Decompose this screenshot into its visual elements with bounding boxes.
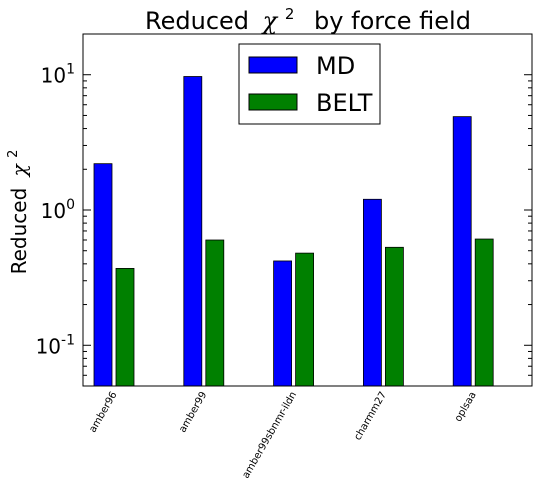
bar-md-charmm27 — [362, 198, 382, 387]
y-axis-label-text: Reduced — [7, 188, 31, 275]
legend-label-md: MD — [316, 52, 355, 80]
bar-belt-amber99sbnmr-ildn — [295, 252, 315, 387]
legend-label-belt: BELT — [316, 89, 373, 117]
bar-md-amber96 — [93, 163, 113, 387]
bar-md-oplsaa — [452, 116, 472, 387]
chart-title-chi-power: 2 — [285, 5, 295, 23]
bars-group — [93, 76, 494, 387]
y-tick-label: 100 — [41, 197, 75, 223]
y-axis-label: Reduced χ 2 — [6, 150, 31, 275]
bar-md-amber99 — [183, 76, 203, 387]
x-ticks-group: amber96 amber99 amber99sbnmr-ildn charmm27 o… — [87, 390, 478, 481]
legend-swatch-md — [248, 56, 298, 74]
chart-title-prefix: Reduced — [145, 7, 249, 35]
chart-title-chi-symbol: χ — [261, 7, 279, 35]
bar-belt-amber99 — [205, 239, 225, 387]
y-tick-label: 101 — [41, 62, 75, 88]
chart-title: Reduced χ 2 by force field — [145, 0, 471, 35]
plot-frame — [82, 33, 533, 387]
bar-belt-amber96 — [115, 268, 135, 387]
y-axis-label-chi-symbol: χ — [7, 162, 31, 178]
y-tick-label: 10-1 — [36, 332, 75, 358]
bar-md-amber99sbnmr-ildn — [273, 260, 293, 387]
y-axis-label-chi-power: 2 — [6, 150, 21, 158]
bar-belt-oplsaa — [474, 238, 494, 387]
chart-title-suffix: by force field — [314, 7, 471, 35]
x-tick-label-amber96: amber96 — [87, 390, 119, 435]
x-tick-label-amber99: amber99 — [177, 390, 209, 435]
x-tick-label-oplsaa: oplsaa — [453, 390, 479, 424]
legend: MD BELT — [238, 43, 381, 125]
y-ticks-group: 10-1 100 101 — [36, 33, 532, 387]
x-tick-label-charmm27: charmm27 — [352, 390, 389, 442]
x-tick-label-amber99sbnmr-ildn: amber99sbnmr-ildn — [241, 390, 300, 481]
legend-swatch-belt — [248, 93, 298, 111]
bar-belt-charmm27 — [384, 246, 404, 387]
